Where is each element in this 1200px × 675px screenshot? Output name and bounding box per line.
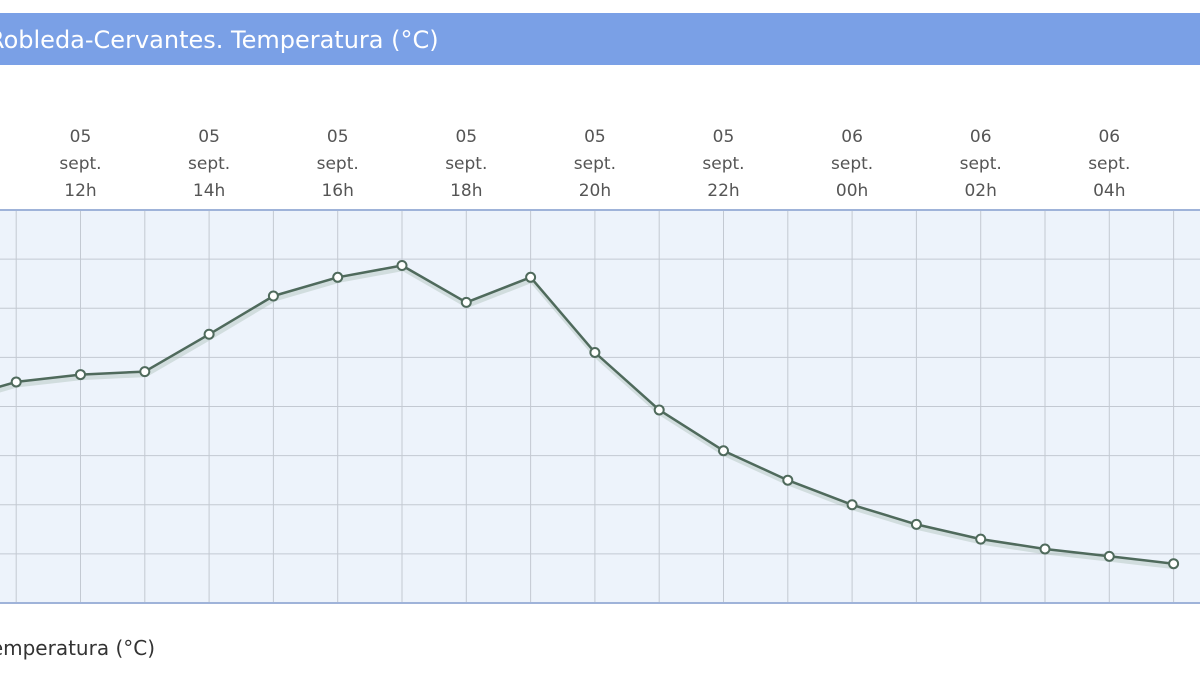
data-point	[525, 271, 537, 283]
data-point	[10, 376, 22, 388]
chart-title: Robleda-Cervantes. Temperatura (°C)	[0, 26, 439, 54]
x-tick-label: 02h	[964, 181, 996, 201]
x-tick-label: 12h	[64, 181, 96, 201]
x-tick-label: 18h	[450, 181, 482, 201]
data-point	[846, 499, 858, 511]
x-tick-label: sept.	[59, 154, 101, 174]
x-tick-label: 05	[198, 127, 220, 147]
x-tick-label: sept.	[702, 154, 744, 174]
x-tick-label: 06	[1098, 127, 1120, 147]
data-point	[1168, 558, 1180, 570]
chart-title-bar: Robleda-Cervantes. Temperatura (°C)	[0, 13, 1200, 65]
data-point	[203, 328, 215, 340]
x-tick-label: 14h	[193, 181, 225, 201]
data-point	[1039, 543, 1051, 555]
x-tick-label: 06	[970, 127, 992, 147]
data-point	[910, 518, 922, 530]
data-point	[589, 346, 601, 358]
data-point	[1103, 550, 1115, 562]
legend-item[interactable]: Temperatura (°C)	[0, 636, 155, 660]
x-tick-label: 00h	[836, 181, 868, 201]
data-point	[460, 296, 472, 308]
data-point	[975, 533, 987, 545]
data-point	[267, 290, 279, 302]
legend-label: Temperatura (°C)	[0, 636, 156, 660]
x-tick-label: 06	[841, 127, 863, 147]
x-tick-label: sept.	[1088, 154, 1130, 174]
x-tick-label: sept.	[317, 154, 359, 174]
data-point	[396, 260, 408, 272]
x-tick-label: 05	[713, 127, 735, 147]
x-tick-label: sept.	[960, 154, 1002, 174]
x-tick-label: 05	[455, 127, 477, 147]
data-point	[139, 366, 151, 378]
data-point	[332, 271, 344, 283]
x-tick-label: 05	[70, 127, 92, 147]
x-tick-label: 05	[327, 127, 349, 147]
series-line	[0, 264, 1174, 565]
x-tick-label: sept.	[574, 154, 616, 174]
data-point	[75, 369, 86, 381]
x-tick-label: 04h	[1093, 181, 1125, 201]
x-tick-label: 16h	[321, 181, 353, 201]
data-point	[782, 474, 794, 486]
x-tick-label: sept.	[445, 154, 487, 174]
x-tick-label: 22h	[707, 181, 739, 201]
x-tick-label: 20h	[579, 181, 611, 201]
x-tick-label: sept.	[831, 154, 873, 174]
data-point	[718, 445, 729, 457]
data-point	[653, 404, 665, 416]
x-tick-label: 05	[584, 127, 606, 147]
x-tick-label: sept.	[188, 154, 230, 174]
